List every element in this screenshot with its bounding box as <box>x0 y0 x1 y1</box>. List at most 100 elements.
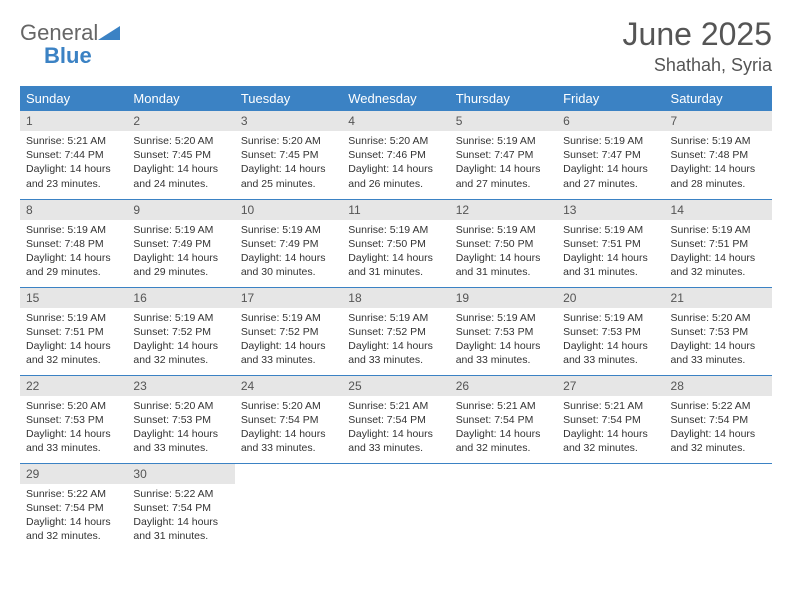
day-body: Sunrise: 5:19 AMSunset: 7:53 PMDaylight:… <box>557 308 664 372</box>
day-d2: and 29 minutes. <box>26 265 121 279</box>
day-d1: Daylight: 14 hours <box>26 427 121 441</box>
day-d1: Daylight: 14 hours <box>26 162 121 176</box>
day-ss: Sunset: 7:53 PM <box>456 325 551 339</box>
day-ss: Sunset: 7:52 PM <box>348 325 443 339</box>
day-d1: Daylight: 14 hours <box>133 162 228 176</box>
day-ss: Sunset: 7:46 PM <box>348 148 443 162</box>
day-sr: Sunrise: 5:20 AM <box>133 134 228 148</box>
day-d2: and 33 minutes. <box>348 353 443 367</box>
day-sr: Sunrise: 5:19 AM <box>563 311 658 325</box>
day-ss: Sunset: 7:54 PM <box>563 413 658 427</box>
day-body: Sunrise: 5:19 AMSunset: 7:49 PMDaylight:… <box>235 220 342 284</box>
title-block: June 2025 Shathah, Syria <box>623 16 772 76</box>
calendar-cell: 5Sunrise: 5:19 AMSunset: 7:47 PMDaylight… <box>450 111 557 199</box>
day-body: Sunrise: 5:20 AMSunset: 7:45 PMDaylight:… <box>235 131 342 195</box>
calendar-table: Sunday Monday Tuesday Wednesday Thursday… <box>20 86 772 551</box>
day-d2: and 32 minutes. <box>456 441 551 455</box>
day-sr: Sunrise: 5:20 AM <box>671 311 766 325</box>
header: General Blue June 2025 Shathah, Syria <box>20 16 772 76</box>
calendar-row: 8Sunrise: 5:19 AMSunset: 7:48 PMDaylight… <box>20 199 772 287</box>
calendar-cell: 29Sunrise: 5:22 AMSunset: 7:54 PMDayligh… <box>20 463 127 551</box>
day-number: 1 <box>20 111 127 131</box>
day-ss: Sunset: 7:54 PM <box>456 413 551 427</box>
logo-triangle-icon <box>98 24 120 45</box>
day-d2: and 33 minutes. <box>26 441 121 455</box>
day-number: 3 <box>235 111 342 131</box>
calendar-cell: 25Sunrise: 5:21 AMSunset: 7:54 PMDayligh… <box>342 375 449 463</box>
day-ss: Sunset: 7:50 PM <box>456 237 551 251</box>
day-body: Sunrise: 5:19 AMSunset: 7:52 PMDaylight:… <box>342 308 449 372</box>
calendar-cell: 19Sunrise: 5:19 AMSunset: 7:53 PMDayligh… <box>450 287 557 375</box>
day-body: Sunrise: 5:19 AMSunset: 7:52 PMDaylight:… <box>235 308 342 372</box>
day-d2: and 32 minutes. <box>26 529 121 543</box>
day-d2: and 32 minutes. <box>563 441 658 455</box>
dayhead-fri: Friday <box>557 86 664 111</box>
day-body: Sunrise: 5:19 AMSunset: 7:53 PMDaylight:… <box>450 308 557 372</box>
day-ss: Sunset: 7:45 PM <box>241 148 336 162</box>
day-body: Sunrise: 5:20 AMSunset: 7:54 PMDaylight:… <box>235 396 342 460</box>
day-body: Sunrise: 5:19 AMSunset: 7:51 PMDaylight:… <box>20 308 127 372</box>
day-ss: Sunset: 7:48 PM <box>26 237 121 251</box>
calendar-cell: 12Sunrise: 5:19 AMSunset: 7:50 PMDayligh… <box>450 199 557 287</box>
day-ss: Sunset: 7:54 PM <box>26 501 121 515</box>
day-sr: Sunrise: 5:20 AM <box>241 134 336 148</box>
calendar-cell: 13Sunrise: 5:19 AMSunset: 7:51 PMDayligh… <box>557 199 664 287</box>
location-subtitle: Shathah, Syria <box>623 55 772 76</box>
calendar-row: 15Sunrise: 5:19 AMSunset: 7:51 PMDayligh… <box>20 287 772 375</box>
day-d1: Daylight: 14 hours <box>348 251 443 265</box>
day-d1: Daylight: 14 hours <box>26 339 121 353</box>
day-d1: Daylight: 14 hours <box>133 339 228 353</box>
day-ss: Sunset: 7:48 PM <box>671 148 766 162</box>
day-ss: Sunset: 7:51 PM <box>563 237 658 251</box>
day-ss: Sunset: 7:53 PM <box>26 413 121 427</box>
dayhead-sun: Sunday <box>20 86 127 111</box>
calendar-cell <box>665 463 772 551</box>
day-d1: Daylight: 14 hours <box>26 251 121 265</box>
day-d2: and 31 minutes. <box>563 265 658 279</box>
calendar-cell: 8Sunrise: 5:19 AMSunset: 7:48 PMDaylight… <box>20 199 127 287</box>
day-sr: Sunrise: 5:22 AM <box>26 487 121 501</box>
day-header-row: Sunday Monday Tuesday Wednesday Thursday… <box>20 86 772 111</box>
day-d2: and 27 minutes. <box>456 177 551 191</box>
day-ss: Sunset: 7:47 PM <box>563 148 658 162</box>
calendar-cell: 3Sunrise: 5:20 AMSunset: 7:45 PMDaylight… <box>235 111 342 199</box>
day-number: 18 <box>342 288 449 308</box>
calendar-cell <box>235 463 342 551</box>
day-d1: Daylight: 14 hours <box>133 515 228 529</box>
day-body: Sunrise: 5:19 AMSunset: 7:48 PMDaylight:… <box>665 131 772 195</box>
day-d1: Daylight: 14 hours <box>133 427 228 441</box>
day-d2: and 33 minutes. <box>348 441 443 455</box>
day-body: Sunrise: 5:20 AMSunset: 7:46 PMDaylight:… <box>342 131 449 195</box>
calendar-row: 29Sunrise: 5:22 AMSunset: 7:54 PMDayligh… <box>20 463 772 551</box>
day-d1: Daylight: 14 hours <box>241 339 336 353</box>
day-d2: and 29 minutes. <box>133 265 228 279</box>
day-sr: Sunrise: 5:19 AM <box>26 311 121 325</box>
day-d2: and 25 minutes. <box>241 177 336 191</box>
day-d1: Daylight: 14 hours <box>671 427 766 441</box>
day-d1: Daylight: 14 hours <box>671 162 766 176</box>
calendar-row: 22Sunrise: 5:20 AMSunset: 7:53 PMDayligh… <box>20 375 772 463</box>
day-d1: Daylight: 14 hours <box>456 427 551 441</box>
day-number: 23 <box>127 376 234 396</box>
calendar-row: 1Sunrise: 5:21 AMSunset: 7:44 PMDaylight… <box>20 111 772 199</box>
calendar-cell: 26Sunrise: 5:21 AMSunset: 7:54 PMDayligh… <box>450 375 557 463</box>
day-sr: Sunrise: 5:19 AM <box>671 134 766 148</box>
day-ss: Sunset: 7:54 PM <box>671 413 766 427</box>
day-ss: Sunset: 7:54 PM <box>348 413 443 427</box>
day-body: Sunrise: 5:20 AMSunset: 7:53 PMDaylight:… <box>665 308 772 372</box>
calendar-cell: 6Sunrise: 5:19 AMSunset: 7:47 PMDaylight… <box>557 111 664 199</box>
day-d1: Daylight: 14 hours <box>563 427 658 441</box>
day-sr: Sunrise: 5:19 AM <box>456 311 551 325</box>
calendar-cell: 4Sunrise: 5:20 AMSunset: 7:46 PMDaylight… <box>342 111 449 199</box>
day-body: Sunrise: 5:19 AMSunset: 7:50 PMDaylight:… <box>342 220 449 284</box>
calendar-cell: 14Sunrise: 5:19 AMSunset: 7:51 PMDayligh… <box>665 199 772 287</box>
day-d2: and 33 minutes. <box>456 353 551 367</box>
day-body: Sunrise: 5:20 AMSunset: 7:53 PMDaylight:… <box>20 396 127 460</box>
day-number: 24 <box>235 376 342 396</box>
calendar-cell: 23Sunrise: 5:20 AMSunset: 7:53 PMDayligh… <box>127 375 234 463</box>
day-d2: and 30 minutes. <box>241 265 336 279</box>
day-body: Sunrise: 5:19 AMSunset: 7:47 PMDaylight:… <box>557 131 664 195</box>
day-d2: and 31 minutes. <box>456 265 551 279</box>
day-d2: and 33 minutes. <box>241 441 336 455</box>
day-sr: Sunrise: 5:19 AM <box>348 223 443 237</box>
